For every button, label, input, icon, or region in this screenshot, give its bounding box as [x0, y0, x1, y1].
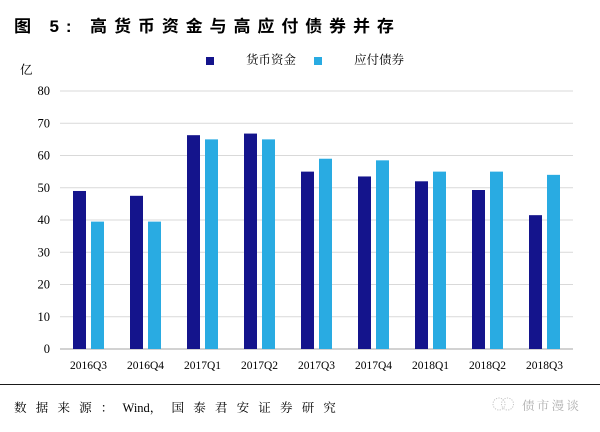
- svg-text:40: 40: [38, 213, 51, 227]
- svg-text:70: 70: [38, 116, 51, 130]
- svg-text:50: 50: [38, 181, 51, 195]
- svg-text:2017Q3: 2017Q3: [298, 360, 335, 372]
- svg-text:0: 0: [44, 342, 50, 356]
- svg-text:2016Q4: 2016Q4: [127, 360, 164, 372]
- svg-text:80: 80: [38, 84, 51, 98]
- svg-text:10: 10: [38, 310, 51, 324]
- svg-text:30: 30: [38, 245, 51, 259]
- svg-text:2016Q3: 2016Q3: [70, 360, 107, 372]
- svg-text:2017Q2: 2017Q2: [241, 360, 278, 372]
- svg-text:2018Q2: 2018Q2: [469, 360, 506, 372]
- svg-text:2018Q1: 2018Q1: [412, 360, 449, 372]
- svg-text:20: 20: [38, 278, 51, 292]
- svg-text:60: 60: [38, 149, 51, 163]
- svg-text:2017Q4: 2017Q4: [355, 360, 392, 372]
- svg-text:2017Q1: 2017Q1: [184, 360, 221, 372]
- svg-text:2018Q3: 2018Q3: [526, 360, 563, 372]
